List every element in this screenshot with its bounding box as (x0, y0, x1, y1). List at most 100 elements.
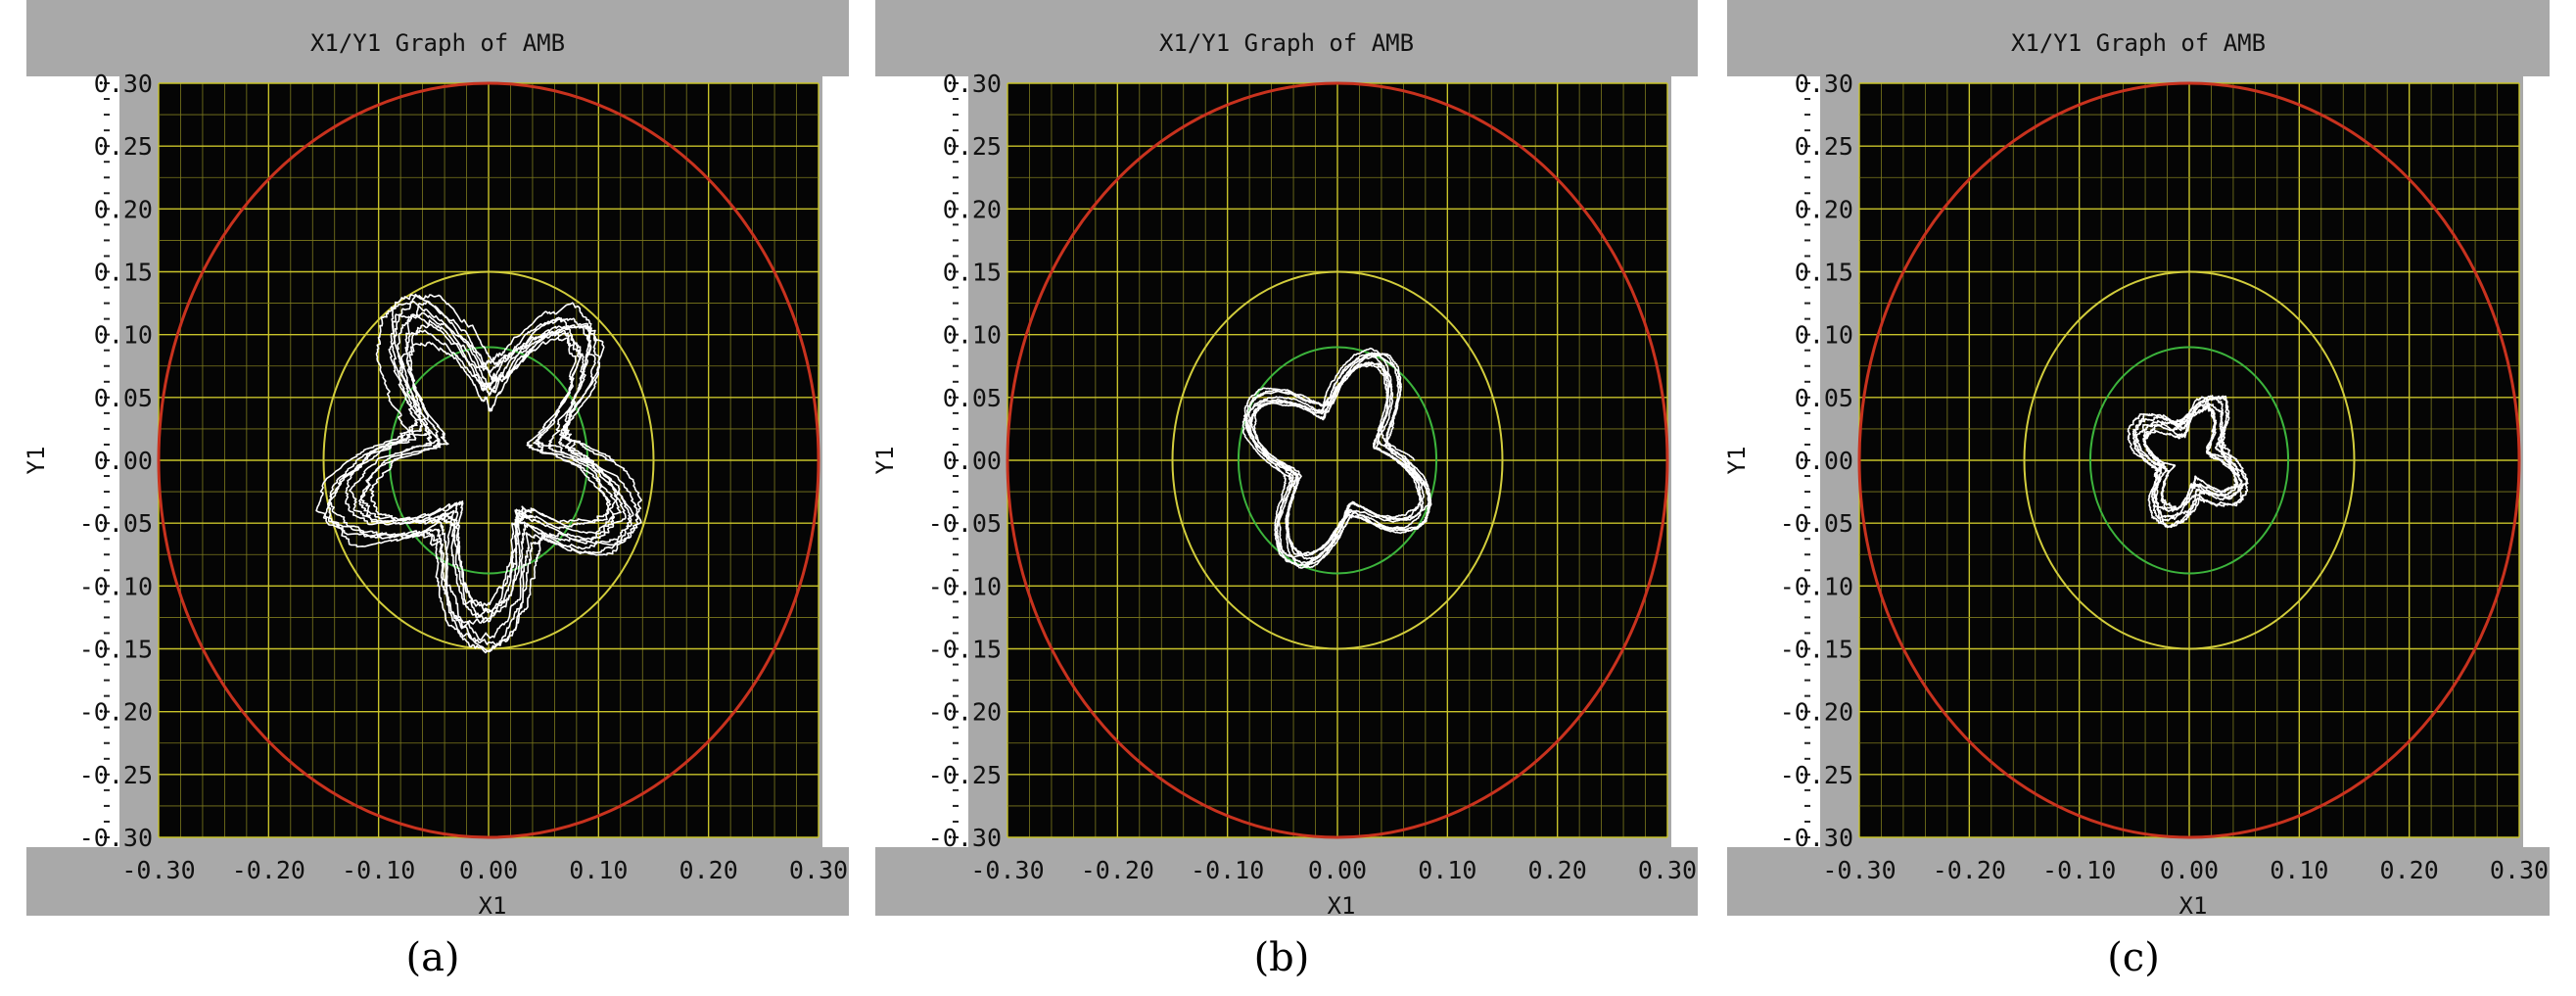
yellow-limit-circle (1171, 270, 1504, 650)
y-tick-label: 0.30 (94, 70, 153, 98)
right-band (2523, 76, 2550, 847)
y-axis-band (875, 76, 968, 847)
y-tick-label: 0.05 (94, 384, 153, 412)
yellow-limit-circle (2023, 270, 2356, 650)
y-tick-label: 0.15 (1795, 259, 1853, 287)
x-tick-label: -0.30 (121, 856, 195, 884)
y-tick-label: -0.05 (1780, 509, 1853, 538)
x-tick-label: -0.10 (2042, 856, 2116, 884)
yellow-limit-circle (322, 270, 655, 650)
y-tick-label: -0.20 (928, 698, 1002, 727)
red-limit-circle (157, 81, 820, 839)
y-tick-label: 0.05 (1795, 384, 1853, 412)
y-tick-label: -0.20 (79, 698, 153, 727)
green-limit-circle (1237, 346, 1438, 575)
y-tick-label: 0.15 (94, 259, 153, 287)
title-bar (26, 0, 849, 76)
x-tick-label: 0.10 (2270, 856, 2328, 884)
panel-label-b: (b) (1253, 935, 1310, 980)
title-bar (875, 0, 1698, 76)
chart-title: X1/Y1 Graph of AMB (2011, 29, 2266, 57)
x-tick-label: -0.20 (232, 856, 305, 884)
x-tick-label: 0.20 (679, 856, 738, 884)
x-tick-label: -0.20 (1081, 856, 1154, 884)
y-tick-label: 0.00 (943, 447, 1002, 475)
grid (1007, 82, 1668, 838)
right-band (1671, 76, 1698, 847)
y-tick-label: -0.20 (1780, 698, 1853, 727)
x-tick-label: 0.20 (2380, 856, 2439, 884)
chart-panel-a: X1/Y1 Graph of AMB 0.30 0.25 0.20 0.15 0.10 0.… (26, 0, 849, 996)
grid (1858, 82, 2520, 838)
x-axis: -0.30 -0.20 -0.10 0.00 0.10 0.20 0.30 (970, 856, 1697, 884)
y-tick-label: -0.15 (1780, 636, 1853, 664)
chart-title: X1/Y1 Graph of AMB (1159, 29, 1414, 57)
y-tick-label: -0.15 (928, 636, 1002, 664)
y-tick-label: -0.15 (79, 636, 153, 664)
x-axis-label: X1 (2179, 892, 2208, 920)
y-tick-label: 0.15 (943, 259, 1002, 287)
panel-label-a: (a) (405, 935, 460, 980)
y-axis-label: Y1 (26, 447, 50, 475)
y-tick-label: 0.30 (943, 70, 1002, 98)
chart-b: X1/Y1 Graph of AMB 0.30 0.25 0.20 0.15 0.10 0.… (875, 0, 1698, 920)
red-limit-circle (1857, 81, 2521, 839)
x-axis-band (875, 847, 1698, 916)
y-tick-label: 0.20 (94, 195, 153, 223)
y-axis: 0.30 0.25 0.20 0.15 0.10 0.05 0.00 -0.05 -0.10 -0… (79, 70, 153, 852)
x-tick-label: 0.10 (569, 856, 628, 884)
x-axis-label: X1 (479, 892, 507, 920)
y-axis-band (1727, 76, 1820, 847)
x-tick-label: 0.00 (2160, 856, 2219, 884)
y-tick-label: -0.30 (928, 824, 1002, 852)
y-tick-label: -0.30 (1780, 824, 1853, 852)
right-band (822, 76, 849, 847)
y-tick-label: 0.10 (94, 321, 153, 350)
chart-a: X1/Y1 Graph of AMB0.300.250.200.150.100.… (26, 0, 849, 920)
chart-panel-b: X1/Y1 Graph of AMB 0.30 0.25 0.20 0.15 0.10 0.… (875, 0, 1698, 996)
y-tick-label: 0.20 (1795, 195, 1853, 223)
chart-title: X1/Y1 Graph of AMB (310, 29, 565, 57)
orbit-trace (2127, 395, 2249, 529)
x-tick-label: -0.30 (970, 856, 1044, 884)
y-tick-label: 0.25 (943, 132, 1002, 161)
y-tick-label: -0.10 (79, 572, 153, 600)
title-bar (1727, 0, 2550, 76)
x-axis-band (26, 847, 849, 916)
y-tick-label: 0.05 (943, 384, 1002, 412)
x-tick-label: 0.10 (1418, 856, 1476, 884)
y-axis: 0.30 0.25 0.20 0.15 0.10 0.05 0.00 -0.05 -0.10 -0… (928, 70, 1002, 852)
x-tick-label: 0.20 (1528, 856, 1587, 884)
y-axis: 0.30 0.25 0.20 0.15 0.10 0.05 0.00 -0.05 -0.10 -0… (1780, 70, 1853, 852)
chart-panel-c: X1/Y1 Graph of AMB 0.30 0.25 0.20 0.15 0.10 0.… (1727, 0, 2550, 996)
y-tick-label: -0.10 (928, 572, 1002, 600)
y-tick-label: -0.05 (79, 509, 153, 538)
x-tick-label: -0.10 (1191, 856, 1264, 884)
x-tick-label: -0.20 (1933, 856, 2006, 884)
x-tick-label: 0.00 (459, 856, 518, 884)
x-axis-band (1727, 847, 2550, 916)
y-tick-label: 0.00 (94, 447, 153, 475)
x-tick-label: -0.30 (1822, 856, 1896, 884)
x-tick-label: 0.30 (2490, 856, 2549, 884)
y-tick-label: 0.10 (943, 321, 1002, 350)
x-axis: -0.30 -0.20 -0.10 0.00 0.10 0.20 0.30 (1822, 856, 2549, 884)
y-tick-label: 0.25 (94, 132, 153, 161)
y-tick-label: -0.25 (1780, 761, 1853, 789)
x-tick-label: 0.30 (789, 856, 848, 884)
y-tick-label: -0.10 (1780, 572, 1853, 600)
y-tick-label: 0.10 (1795, 321, 1853, 350)
orbit-trace (315, 293, 643, 654)
y-axis-band (26, 76, 119, 847)
chart-c: X1/Y1 Graph of AMB 0.30 0.25 0.20 0.15 0.10 0.… (1727, 0, 2550, 920)
y-axis-label: Y1 (875, 447, 899, 475)
x-tick-label: -0.10 (342, 856, 415, 884)
y-tick-label: -0.25 (928, 761, 1002, 789)
panel-label-c: (c) (2107, 935, 2160, 980)
orbit-trace (1241, 347, 1432, 569)
y-axis-label: Y1 (1727, 447, 1751, 475)
y-tick-label: 0.00 (1795, 447, 1853, 475)
green-limit-circle (2088, 346, 2290, 575)
y-tick-label: 0.25 (1795, 132, 1853, 161)
y-tick-label: -0.25 (79, 761, 153, 789)
